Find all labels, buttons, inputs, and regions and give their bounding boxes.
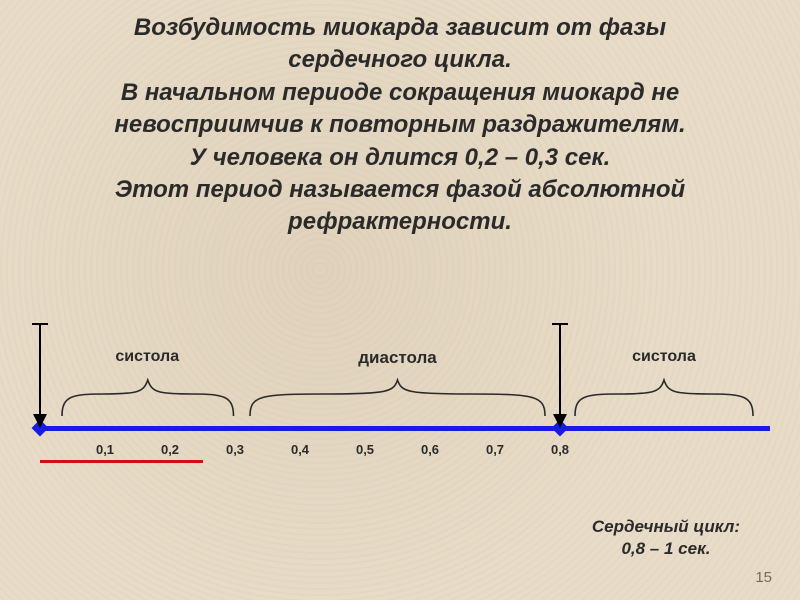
phase-brace (573, 370, 755, 420)
phase-label: диастола (358, 348, 436, 368)
tick-label: 0,4 (291, 442, 309, 457)
footer-line: Сердечный цикл: (592, 516, 740, 538)
page-number: 15 (755, 569, 772, 586)
title-line: В начальном периоде сокращения миокард н… (40, 77, 760, 109)
title-line: Возбудимость миокарда зависит от фазы (40, 12, 760, 44)
title-line: сердечного цикла. (40, 44, 760, 76)
title-line: Этот период называется фазой абсолютной (40, 174, 760, 206)
footer-caption: Сердечный цикл: 0,8 – 1 сек. (592, 516, 740, 560)
title-line: У человека он длится 0,2 – 0,3 сек. (40, 142, 760, 174)
tick-label: 0,2 (161, 442, 179, 457)
title-line: невосприимчив к повторным раздражителям. (40, 109, 760, 141)
tick-label: 0,5 (356, 442, 374, 457)
tick-label: 0,8 (551, 442, 569, 457)
phase-brace (248, 370, 547, 420)
cycle-start-arrow-icon (548, 322, 572, 432)
phase-label: систола (115, 348, 179, 366)
timeline-axis (40, 426, 770, 431)
phase-label: систола (632, 348, 696, 366)
cardiac-cycle-diagram: 0,1 0,2 0,3 0,4 0,5 0,6 0,7 0,8 систола диастола с… (0, 330, 800, 490)
tick-label: 0,1 (96, 442, 114, 457)
tick-label: 0,3 (226, 442, 244, 457)
cycle-start-arrow-icon (28, 322, 52, 432)
refractory-underline (40, 460, 203, 463)
tick-label: 0,6 (421, 442, 439, 457)
tick-label: 0,7 (486, 442, 504, 457)
phase-brace (60, 370, 236, 420)
footer-line: 0,8 – 1 сек. (592, 538, 740, 560)
title-block: Возбудимость миокарда зависит от фазы се… (0, 0, 800, 239)
title-line: рефрактерности. (40, 206, 760, 238)
